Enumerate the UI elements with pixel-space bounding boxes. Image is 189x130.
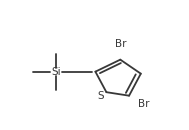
- Text: Br: Br: [138, 99, 149, 109]
- Text: S: S: [97, 91, 104, 101]
- Text: Br: Br: [115, 39, 126, 49]
- Text: Si: Si: [51, 67, 61, 77]
